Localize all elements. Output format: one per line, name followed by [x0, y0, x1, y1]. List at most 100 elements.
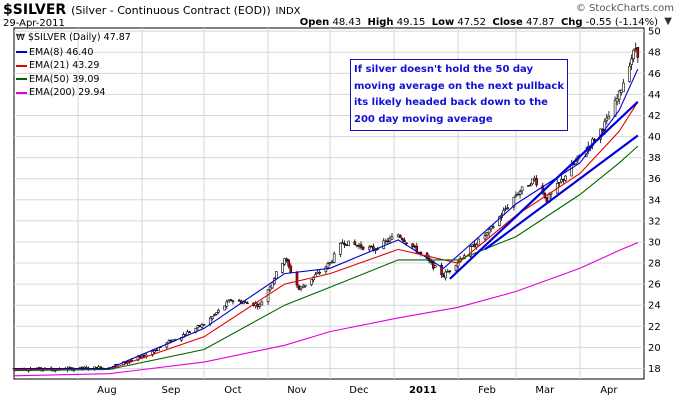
trendline-2 [484, 134, 639, 251]
candle-body [477, 238, 481, 246]
candle-body [388, 237, 392, 242]
candle-body [636, 47, 640, 58]
candle-body [347, 240, 350, 247]
candle-body [444, 271, 448, 279]
candle-body [202, 324, 206, 326]
candle-body [504, 208, 507, 210]
candle-body [386, 240, 390, 243]
candle-body [471, 244, 474, 247]
candle-body [332, 253, 336, 263]
candle-body [303, 284, 307, 287]
y-tick-label: 32 [648, 216, 661, 227]
y-tick-label: 44 [648, 90, 661, 101]
candle-body [130, 359, 134, 362]
candle-body [268, 286, 272, 291]
candle-body [138, 356, 142, 358]
candle-body [531, 178, 534, 185]
candle-body [200, 324, 204, 328]
candle-body [485, 232, 489, 236]
y-tick-label: 40 [648, 132, 661, 143]
candle-body [558, 182, 561, 184]
candle-body [196, 325, 200, 329]
candle-body [454, 265, 458, 271]
candle-body [564, 175, 567, 181]
legend-item-ema8: EMA(8) 46.40 [16, 46, 131, 60]
candle-body [593, 138, 596, 141]
candle-body [339, 242, 342, 255]
ema-line-ema200 [13, 242, 639, 377]
x-tick-label: Nov [287, 385, 307, 396]
candle-body [310, 279, 313, 285]
y-tick-label: 28 [648, 259, 661, 270]
x-tick-label: Mar [535, 385, 555, 396]
candle-body [343, 243, 346, 246]
candle-body [283, 258, 286, 265]
ema-line-ema21 [14, 101, 639, 371]
candle-body [217, 309, 220, 313]
candle-body [258, 303, 262, 307]
candle-body [256, 304, 260, 308]
chart-legend: ₩ $SILVER (Daily) 47.87 EMA(8) 46.40 EMA… [16, 31, 131, 100]
candle-body [297, 285, 301, 290]
candle-body [622, 82, 625, 93]
legend-item-ema200: EMA(200) 29.94 [16, 86, 131, 100]
candle-body [370, 245, 373, 248]
candle-body [285, 258, 288, 262]
legend-item-ema50: EMA(50) 39.09 [16, 73, 131, 87]
candle-body [491, 226, 495, 228]
candle-body [223, 305, 226, 311]
candle-body [357, 245, 361, 247]
candle-body [289, 265, 293, 273]
candle-body [560, 179, 563, 183]
y-tick-label: 46 [648, 69, 661, 80]
candle-body [155, 349, 158, 352]
y-tick-label: 20 [648, 343, 661, 354]
candle-body [367, 246, 371, 250]
y-tick-label: 42 [648, 111, 661, 122]
ohlc-readout: Open 48.43 High 49.15 Low 47.52 Close 47… [299, 17, 658, 28]
x-tick-label: Sep [162, 385, 181, 396]
candle-body [605, 117, 609, 121]
candle-body [361, 246, 365, 250]
candle-body [634, 48, 638, 50]
candle-body [442, 275, 445, 278]
candle-body [401, 238, 404, 241]
candle-body [198, 324, 202, 327]
candle-body [403, 239, 406, 243]
candle-body [607, 116, 611, 120]
candle-body [562, 178, 565, 181]
candle-body [287, 259, 291, 267]
candle-body [260, 301, 264, 306]
y-tick-label: 18 [648, 364, 661, 375]
candle-body [632, 49, 635, 60]
candle-body [520, 186, 524, 192]
y-tick-label: 26 [648, 280, 661, 291]
y-tick-label: 38 [648, 153, 661, 164]
candle-body [359, 244, 363, 248]
candle-body [619, 89, 623, 93]
candle-body [225, 301, 229, 307]
candle-body [518, 191, 522, 195]
candle-body [535, 178, 538, 186]
triangle-down-icon[interactable]: ▼ [664, 16, 672, 27]
candle-body [434, 265, 437, 268]
legend-item-price: ₩ $SILVER (Daily) 47.87 [16, 32, 131, 43]
brand-label: © StockCharts.com [575, 3, 674, 14]
candle-body [318, 272, 322, 274]
candle-body [533, 177, 536, 180]
candle-body [529, 184, 532, 187]
candle-body [390, 236, 394, 240]
candle-body [506, 207, 509, 209]
candle-body [270, 282, 274, 289]
annotation-box: If silver doesn't hold the 50 day moving… [350, 59, 568, 131]
candle-body [473, 243, 476, 248]
candle-body [246, 302, 249, 304]
candle-body [514, 194, 518, 197]
candle-body [328, 262, 332, 265]
candle-body [384, 240, 388, 243]
candle-body [153, 350, 156, 353]
candle-body [140, 355, 144, 358]
candle-body [244, 301, 247, 304]
x-tick-label: Feb [478, 385, 496, 396]
